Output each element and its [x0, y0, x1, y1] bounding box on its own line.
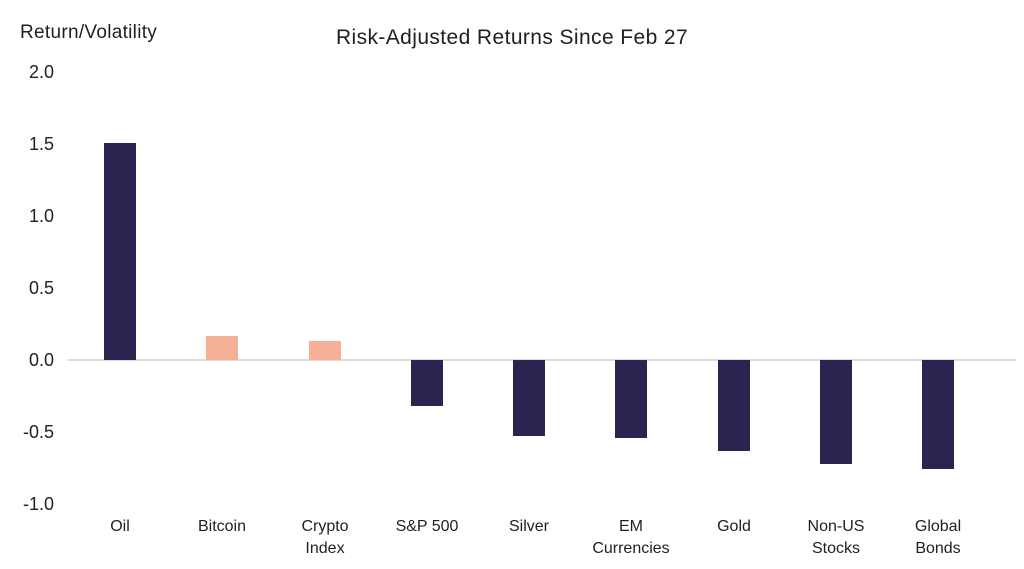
- y-tick-label: 0.0: [28, 350, 54, 370]
- y-tick-label: 1.5: [28, 134, 54, 154]
- bar-s-p-500: [411, 360, 443, 406]
- x-axis-label-non-us-stocks: Non-US Stocks: [807, 518, 865, 557]
- bar-crypto-index: [309, 341, 341, 360]
- bar-global-bonds: [922, 360, 954, 469]
- bar-bitcoin: [206, 336, 238, 360]
- y-tick-label: -1.0: [22, 494, 54, 514]
- y-tick-label: 0.5: [28, 278, 54, 298]
- y-tick-label: -0.5: [22, 422, 54, 442]
- bar-non-us-stocks: [820, 360, 852, 464]
- bar-em-currencies: [615, 360, 647, 438]
- x-axis-label-em-currencies: EM Currencies: [592, 518, 670, 557]
- bar-silver: [513, 360, 545, 436]
- x-axis-label-bitcoin: Bitcoin: [197, 518, 247, 535]
- x-axis-label-global-bonds: Global Bonds: [914, 518, 962, 557]
- x-axis-label-oil: Oil: [110, 518, 130, 535]
- bar-oil: [104, 143, 136, 360]
- y-tick-label: 1.0: [28, 206, 54, 226]
- x-axis-label-s-p-500: S&P 500: [395, 518, 459, 535]
- x-axis-label-gold: Gold: [717, 518, 751, 535]
- x-axis-label-silver: Silver: [508, 518, 549, 535]
- y-tick-label: 2.0: [28, 62, 54, 82]
- x-axis-label-crypto-index: Crypto Index: [301, 518, 349, 557]
- chart-title: Risk-Adjusted Returns Since Feb 27: [335, 26, 689, 49]
- bar-gold: [718, 360, 750, 451]
- y-axis-title: Return/Volatility: [20, 22, 158, 43]
